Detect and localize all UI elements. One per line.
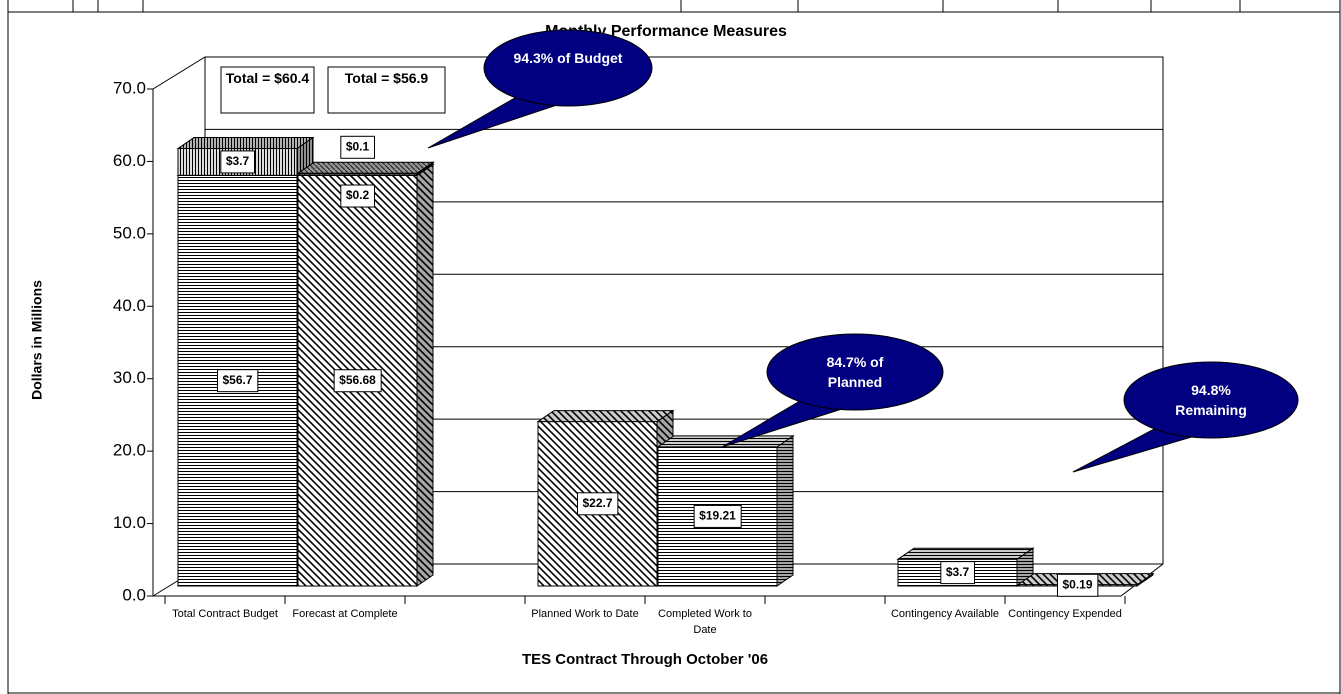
- data-label-box: [340, 184, 376, 208]
- x-tick-label-box: Contingency Available: [890, 608, 1000, 620]
- x-tick-label-box: Forecast at Complete: [292, 608, 398, 620]
- data-label: $0.2: [346, 188, 370, 202]
- y-tick-label: 0.0: [122, 585, 146, 604]
- data-label: $3.7: [946, 565, 970, 579]
- data-label: $3.7: [226, 154, 250, 168]
- x-tick-label: Contingency Available: [890, 608, 1000, 620]
- x-tick-label-box: Planned Work to Date: [531, 608, 639, 620]
- bar-top-shade: [898, 548, 1033, 560]
- bar-top: [536, 410, 675, 423]
- data-label-box: [940, 561, 976, 585]
- bar-side-shade: [777, 435, 793, 586]
- data-label: $56.68: [339, 373, 376, 387]
- data-label-box: [340, 135, 376, 159]
- callout-text-box: 94.3% of Budget: [513, 50, 623, 66]
- x-tick-label: Contingency Expended: [1008, 608, 1122, 620]
- bar-top: [656, 435, 795, 448]
- callout-bubble: [483, 29, 653, 107]
- bar-top: [176, 137, 315, 150]
- callout-bubble: [1123, 361, 1299, 439]
- page-frame: [7, 0, 1341, 694]
- bar-top-shade: [178, 137, 313, 149]
- bar-top-shade: [658, 435, 793, 447]
- data-label-box: [576, 492, 619, 516]
- data-label-box: [693, 504, 742, 528]
- data-label: $19.21: [699, 509, 736, 523]
- data-label-box: [220, 150, 256, 174]
- y-tick-label: 50.0: [113, 223, 146, 242]
- bar-segment: [296, 161, 435, 175]
- x-axis-label: TES Contract Through October '06: [522, 651, 768, 668]
- annotation-frame: [327, 66, 446, 114]
- data-label: $0.1: [346, 139, 370, 153]
- y-tick-label: 40.0: [113, 296, 146, 315]
- bar-top: [896, 547, 1035, 560]
- callout-text-box: 84.7% of Planned: [826, 354, 884, 390]
- annotation: Total = $60.4: [225, 70, 310, 86]
- annotation-box: Total = $56.9: [344, 70, 429, 86]
- x-tick-label-box: Total Contract Budget: [172, 608, 278, 620]
- bar-side-shade: [417, 164, 433, 586]
- callout-bubble: [766, 333, 944, 411]
- x-tick-label-box: Contingency Expended: [1008, 608, 1122, 620]
- data-label-box: [216, 369, 259, 393]
- callout-text-box: 94.8% Remaining: [1175, 382, 1247, 418]
- annotation-frame: [220, 66, 315, 114]
- data-label: $22.7: [582, 496, 612, 510]
- bar-top-shade: [298, 162, 433, 174]
- x-tick-label-box: Completed Work to Date: [658, 608, 752, 636]
- annotation: Total = $56.9: [344, 70, 429, 86]
- bar-segment: [656, 434, 795, 587]
- x-tick-label: Total Contract Budget: [172, 608, 278, 620]
- y-tick-label: 60.0: [113, 151, 146, 170]
- data-label-box: [1056, 573, 1099, 597]
- bar-top-shade: [538, 410, 673, 422]
- x-tick-label: Forecast at Complete: [292, 608, 398, 620]
- y-tick-label: 10.0: [113, 513, 146, 532]
- data-label-box: [333, 369, 382, 393]
- bar-top: [296, 161, 435, 174]
- y-axis-label: Dollars in Millions: [29, 280, 45, 400]
- y-tick-label: 30.0: [113, 368, 146, 387]
- y-tick-label: 20.0: [113, 441, 146, 460]
- x-tick-label: Completed Work to Date: [658, 608, 752, 636]
- data-label: $0.19: [1062, 577, 1092, 591]
- x-tick-label: Planned Work to Date: [531, 608, 639, 620]
- callout-text: 94.8% Remaining: [1175, 382, 1247, 418]
- data-label: $56.7: [222, 373, 252, 387]
- annotation-box: Total = $60.4: [225, 70, 310, 86]
- y-tick-label: 70.0: [113, 78, 146, 97]
- callout-text: 84.7% of Planned: [826, 354, 884, 390]
- callout-text: 94.3% of Budget: [513, 50, 623, 66]
